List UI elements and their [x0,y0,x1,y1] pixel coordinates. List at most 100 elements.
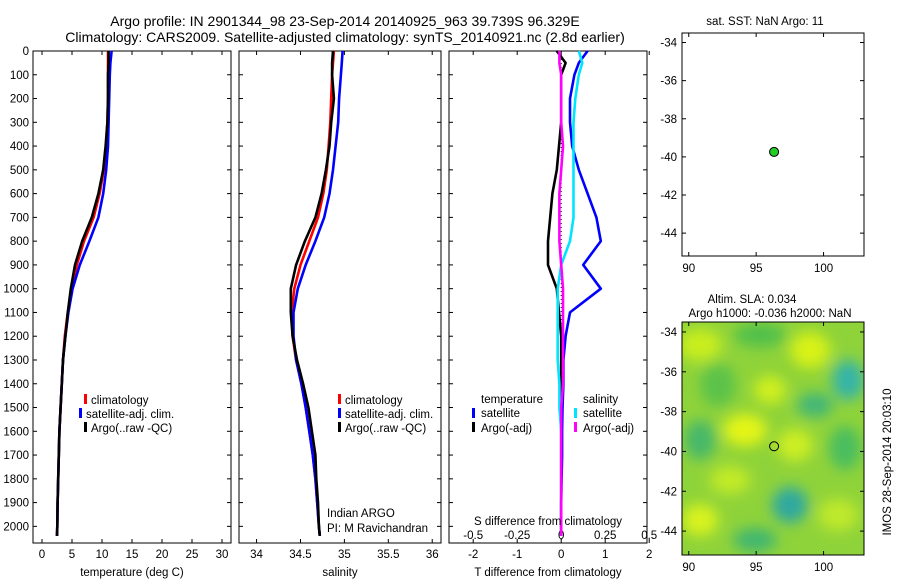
legend-swatch-temp-argo [472,422,475,432]
x-tick-label-top: 0.25 [594,530,616,542]
lat-tick-label: -38 [660,407,677,419]
legend-swatch-climatology [338,394,341,404]
lon-tick-label: 90 [682,562,695,574]
legend-label-satellite: satellite-adj. clim. [345,409,433,421]
legend-label-argo: Argo(..raw -QC) [345,423,426,435]
x-tick-label-top: -0.5 [463,530,483,542]
lat-tick-label: -36 [660,76,677,88]
x-tick-label-top: -0.25 [504,530,530,542]
map-bottom-title-line2: Argo h1000: -0.036 h2000: NaN [688,308,851,320]
x-tick-label: 1 [602,549,608,561]
lon-tick-label: 100 [814,263,833,275]
x-tick-label: 36 [426,549,439,561]
legend-swatch-satellite [338,408,341,418]
depth-tick-label: 300 [10,117,29,129]
legend-label-temp-argo: Argo(-adj) [481,423,532,435]
x-tick-label: 5 [69,549,75,561]
legend-label-sal-satellite: satellite [583,408,622,420]
legend-label-argo: Argo(..raw -QC) [91,423,172,435]
lat-tick-label: -36 [660,367,677,379]
difference-xlabel-top: S difference from climatology [474,516,622,528]
temperature-panel-frame [32,50,232,544]
lat-tick-label: -42 [660,190,677,202]
depth-axis: 0 100 200 300 400 500 600 700 800 900 1000 1100 1200… [3,46,647,533]
x-tick-label: 20 [156,549,169,561]
legend-swatch-satellite [79,408,82,418]
depth-tick-label: 1600 [3,426,29,438]
lat-tick-label: -34 [660,327,677,339]
depth-tick-label: 1300 [3,355,29,367]
depth-tick-label: 1700 [3,450,29,462]
legend-swatch-argo [84,422,87,432]
credit-line1: Indian ARGO [327,508,395,520]
temperature-xlabel: temperature (deg C) [80,567,184,579]
series-line-climatology [55,51,110,536]
imos-timestamp-label: IMOS 28-Sep-2014 20:03:10 [882,388,894,535]
depth-tick-label: 900 [10,260,29,272]
legend-label-climatology: climatology [91,395,149,407]
legend-swatch-climatology [84,394,87,404]
x-tick-label: 2 [646,549,652,561]
depth-tick-label: 1200 [3,331,29,343]
depth-tick-label: 1800 [3,474,29,486]
series-line-temperature-satellite [559,50,603,536]
figure-title-line1: Argo profile: IN 2901344_98 23-Sep-2014 … [110,13,579,29]
lon-tick-label: 95 [750,562,763,574]
float-position-marker [769,146,780,157]
x-tick-label: 35.5 [377,549,399,561]
x-tick-label: -1 [512,549,522,561]
depth-tick-label: 700 [10,212,29,224]
legend-title-salinity: salinity [583,394,618,406]
depth-tick-label: 1000 [3,284,29,296]
series-line-salinity-argo-adj- [558,51,565,536]
lat-tick-label: -40 [660,446,677,458]
series-line-satellite-adj-clim- [55,50,113,536]
depth-tick-label: 1100 [4,307,29,319]
x-tick-label: 35 [338,549,351,561]
figure-title-line2: Climatology: CARS2009. Satellite-adjuste… [65,29,625,45]
temperature-chart: 0 5 10 15 20 25 30 [39,50,229,561]
x-tick-label: 15 [126,549,139,561]
lat-tick-label: -42 [660,486,677,498]
credit-line2: PI: M Ravichandran [327,523,428,535]
salinity-legend: climatology satellite-adj. clim. Argo(..… [338,394,433,435]
depth-tick-label: 200 [10,94,29,106]
lat-tick-label: -38 [660,114,677,126]
map-bottom-frame [681,321,865,556]
difference-xlabel: T difference from climatology [474,567,621,579]
map-top-title: sat. SST: NaN Argo: 11 [706,16,823,28]
series-line-argo-raw-qc- [289,50,336,537]
legend-label-temp-satellite: satellite [481,408,520,420]
x-tick-label: -2 [468,549,478,561]
lon-tick-label: 100 [814,562,833,574]
x-tick-label: 30 [216,549,229,561]
sla-heatmap [682,322,864,555]
depth-tick-label: 500 [10,165,29,177]
depth-tick-label: 800 [10,236,29,248]
x-tick-label: 25 [186,549,199,561]
map-top-frame [681,32,865,257]
difference-panel-frame [448,50,648,544]
x-tick-label: 34 [250,549,263,561]
lon-tick-label: 95 [750,263,763,275]
legend-swatch-sal-satellite [574,408,577,418]
map-top-axes: 90 95 100 -34 -36 -38 -40 -42 -44 [660,33,864,275]
depth-tick-label: 100 [10,70,29,82]
depth-tick-label: 1500 [3,403,29,415]
depth-tick-label: 1400 [3,379,29,391]
salinity-chart: 34 34.5 35 35.5 36 [250,50,439,561]
depth-tick-label: 400 [10,141,29,153]
difference-legend: temperature salinity satellite Argo(-adj… [472,394,634,435]
salinity-panel-frame [238,50,442,544]
series-line-satellite-adj-clim- [292,50,344,537]
series-line-argo-raw-qc- [55,51,110,536]
depth-tick-label: 600 [10,189,29,201]
lat-tick-label: -40 [660,152,677,164]
legend-label-climatology: climatology [345,395,403,407]
depth-tick-label: 2000 [3,521,29,533]
depth-tick-label: 0 [23,46,29,58]
legend-swatch-argo [338,422,341,432]
x-tick-label: 0 [558,549,564,561]
